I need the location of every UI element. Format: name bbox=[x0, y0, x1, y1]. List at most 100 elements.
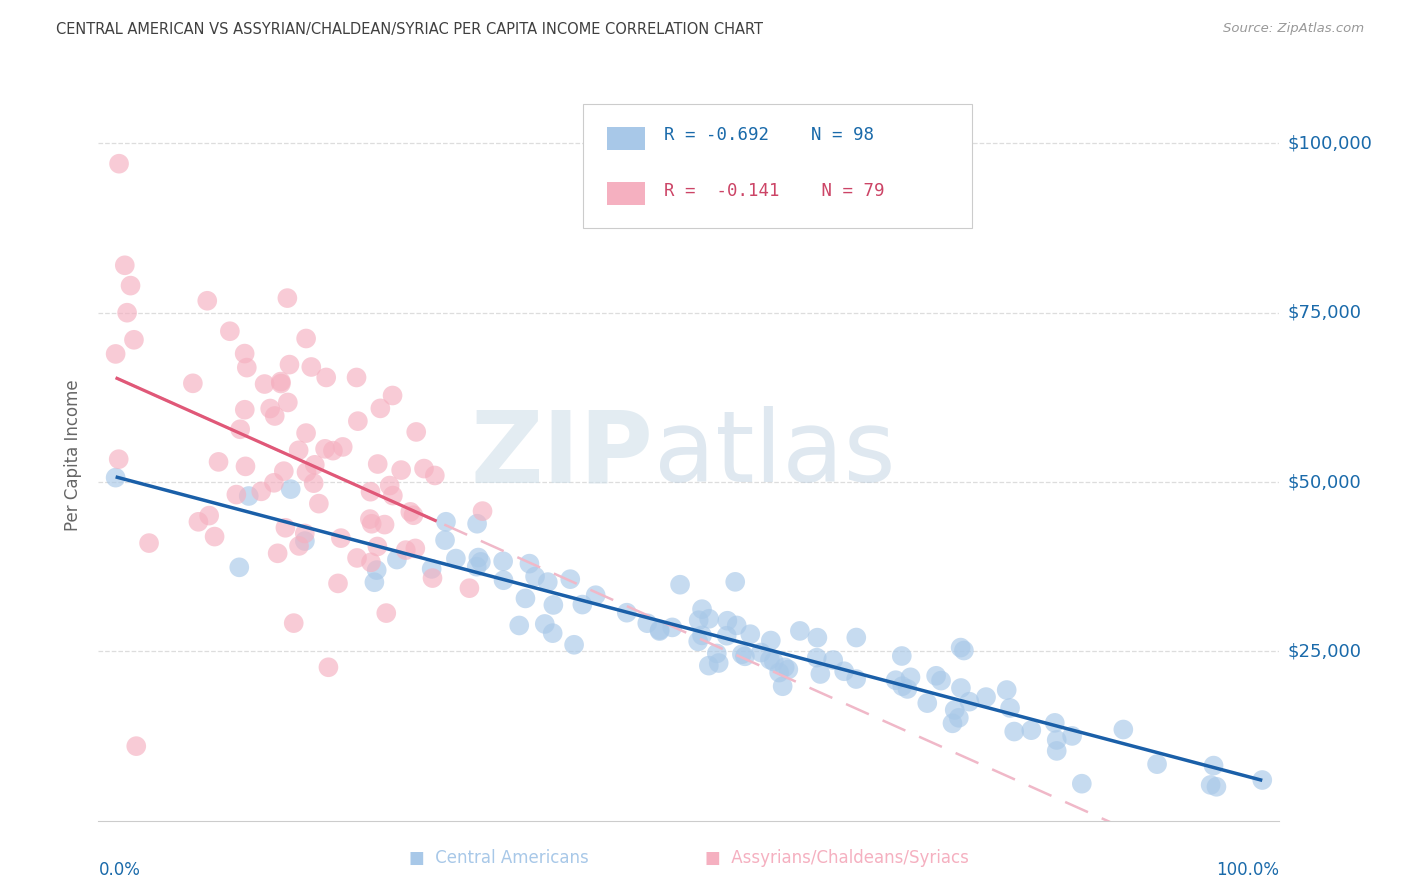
Point bbox=[294, 534, 316, 549]
Point bbox=[404, 541, 426, 556]
Point bbox=[616, 606, 638, 620]
Point bbox=[773, 660, 796, 674]
Point bbox=[458, 581, 481, 595]
Point bbox=[1062, 729, 1084, 743]
Point bbox=[1146, 757, 1168, 772]
Point bbox=[917, 696, 939, 710]
Point bbox=[524, 569, 547, 583]
Point bbox=[948, 711, 970, 725]
Point bbox=[806, 650, 828, 665]
Point bbox=[845, 672, 868, 686]
Point bbox=[326, 576, 349, 591]
Point bbox=[465, 559, 488, 574]
Point bbox=[370, 401, 392, 416]
Point bbox=[688, 634, 710, 648]
Point bbox=[287, 443, 309, 458]
Point bbox=[259, 401, 281, 416]
Text: $100,000: $100,000 bbox=[1288, 135, 1372, 153]
Point bbox=[1046, 733, 1069, 747]
Point bbox=[270, 376, 292, 391]
Point bbox=[395, 543, 418, 558]
Point bbox=[1070, 777, 1092, 791]
Point bbox=[949, 681, 972, 695]
Point bbox=[250, 484, 273, 499]
Point bbox=[707, 656, 730, 670]
Point bbox=[399, 505, 422, 519]
Point bbox=[925, 669, 948, 683]
Point bbox=[759, 633, 782, 648]
Point bbox=[648, 623, 671, 637]
Point bbox=[389, 463, 412, 477]
FancyBboxPatch shape bbox=[607, 182, 645, 205]
Point bbox=[374, 517, 396, 532]
Point bbox=[288, 539, 311, 553]
Point bbox=[957, 695, 980, 709]
Point bbox=[359, 512, 381, 526]
Point bbox=[492, 554, 515, 568]
Point bbox=[953, 643, 976, 657]
Point bbox=[107, 452, 129, 467]
Point bbox=[332, 440, 354, 454]
Point bbox=[115, 306, 138, 320]
Point bbox=[347, 414, 370, 428]
Point bbox=[104, 347, 127, 361]
Point bbox=[314, 442, 336, 456]
Text: R = -0.692    N = 98: R = -0.692 N = 98 bbox=[664, 127, 875, 145]
FancyBboxPatch shape bbox=[582, 103, 973, 228]
Point bbox=[187, 515, 209, 529]
Point bbox=[832, 665, 855, 679]
Point bbox=[740, 627, 762, 641]
Point bbox=[1112, 723, 1135, 737]
Point bbox=[295, 331, 318, 345]
Point bbox=[706, 647, 728, 661]
Point bbox=[995, 683, 1018, 698]
Point bbox=[648, 624, 671, 638]
Point bbox=[195, 293, 218, 308]
Point bbox=[778, 663, 800, 677]
Point bbox=[1199, 778, 1222, 792]
Point bbox=[762, 655, 785, 669]
Point bbox=[225, 487, 247, 501]
Point bbox=[537, 575, 560, 590]
Point bbox=[891, 679, 914, 693]
Point bbox=[974, 690, 997, 704]
Point bbox=[1046, 744, 1069, 758]
Point bbox=[233, 346, 256, 360]
Point bbox=[716, 629, 738, 643]
Point bbox=[434, 533, 457, 548]
Text: ZIP: ZIP bbox=[471, 407, 654, 503]
Point bbox=[998, 701, 1021, 715]
Point bbox=[236, 360, 259, 375]
Point bbox=[420, 562, 443, 576]
Point bbox=[585, 588, 607, 602]
Point bbox=[422, 571, 444, 585]
Point bbox=[120, 278, 142, 293]
Point bbox=[1251, 772, 1274, 787]
Point bbox=[360, 555, 382, 569]
Point bbox=[402, 508, 425, 523]
Point bbox=[108, 157, 131, 171]
Point bbox=[229, 422, 252, 436]
Point bbox=[138, 536, 160, 550]
Point bbox=[941, 716, 963, 731]
Point bbox=[294, 526, 316, 541]
Point bbox=[949, 640, 972, 655]
Point bbox=[318, 660, 340, 674]
Text: $50,000: $50,000 bbox=[1288, 473, 1361, 491]
Point bbox=[759, 652, 782, 666]
Point bbox=[808, 667, 831, 681]
Point bbox=[724, 574, 747, 589]
Point bbox=[299, 359, 322, 374]
Point bbox=[896, 681, 918, 696]
Point bbox=[295, 465, 318, 479]
Text: $75,000: $75,000 bbox=[1288, 303, 1361, 322]
Point bbox=[274, 521, 297, 535]
Text: 0.0%: 0.0% bbox=[98, 861, 141, 879]
Point bbox=[104, 470, 127, 484]
Text: atlas: atlas bbox=[654, 407, 896, 503]
Point bbox=[533, 616, 555, 631]
Point bbox=[273, 464, 295, 478]
Point bbox=[471, 504, 494, 518]
FancyBboxPatch shape bbox=[607, 127, 645, 150]
Point bbox=[661, 620, 683, 634]
